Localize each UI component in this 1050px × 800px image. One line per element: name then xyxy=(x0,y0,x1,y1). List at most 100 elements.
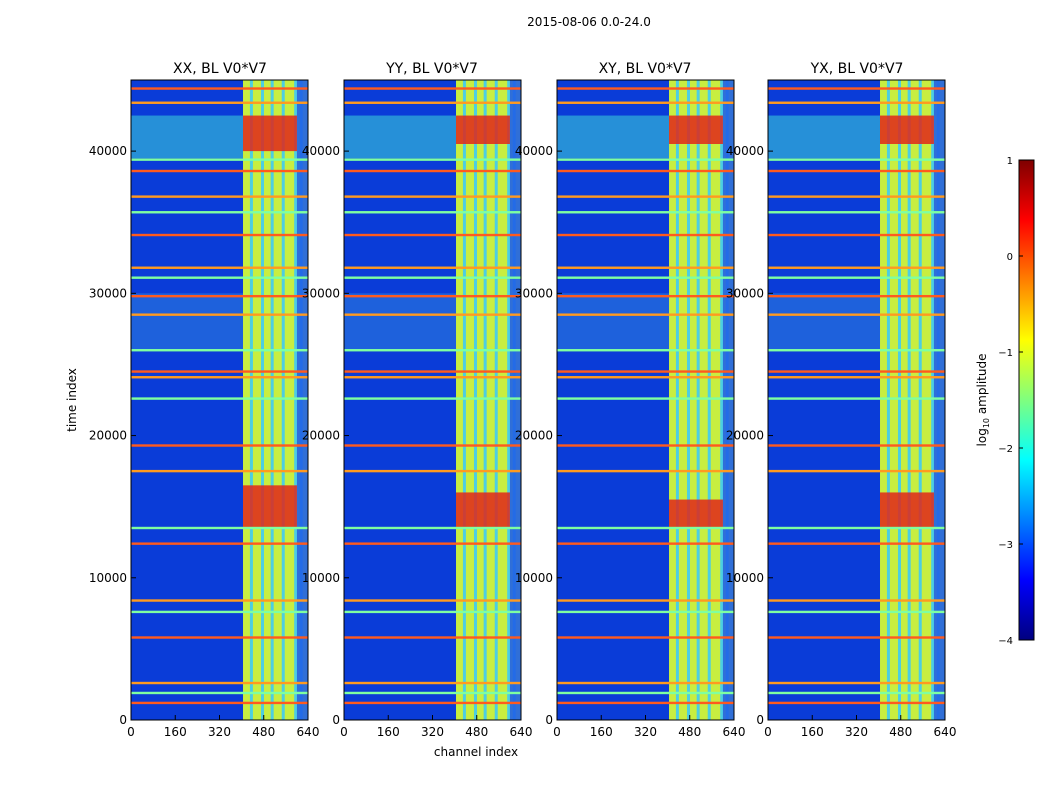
panel-title: YY, BL V0*V7 xyxy=(385,61,478,77)
heatmap-stripe xyxy=(462,80,466,720)
heatmap-hotspot xyxy=(243,485,297,528)
heatmap-line xyxy=(768,376,945,379)
heatmap-line xyxy=(768,195,945,198)
heatmap-line xyxy=(557,101,734,104)
colorbar-tick-label: −1 xyxy=(998,348,1013,359)
heatmap-line xyxy=(131,681,308,685)
heatmap-line xyxy=(768,276,945,279)
heatmap-line xyxy=(344,313,521,316)
heatmap-line xyxy=(768,370,945,373)
heatmap-texture xyxy=(768,293,881,351)
heatmap-line xyxy=(344,233,521,237)
heatmap-line xyxy=(557,681,734,685)
heatmap-stripe xyxy=(720,80,724,720)
heatmap-line xyxy=(557,599,734,602)
x-tick-label: 160 xyxy=(164,725,187,739)
x-tick-label: 320 xyxy=(845,725,868,739)
heatmap-stripe xyxy=(494,80,498,720)
heatmap-line xyxy=(768,313,945,316)
y-tick-label: 30000 xyxy=(302,286,340,300)
y-tick-label: 40000 xyxy=(515,144,553,158)
heatmap-hotspot xyxy=(243,115,297,152)
x-tick-label: 640 xyxy=(297,725,320,739)
heatmap-line xyxy=(344,349,521,352)
heatmap-line xyxy=(131,610,308,614)
heatmap-hotspot xyxy=(880,492,934,528)
heatmap-line xyxy=(344,542,521,545)
y-tick-label: 0 xyxy=(545,713,553,727)
heatmap-line xyxy=(131,195,308,198)
colorbar-tick-label: −4 xyxy=(998,636,1013,647)
heatmap-line xyxy=(344,276,521,279)
x-tick-label: 640 xyxy=(723,725,746,739)
heatmap-line xyxy=(344,691,521,695)
heatmap-line xyxy=(768,233,945,237)
colorbar-tick-label: 0 xyxy=(1007,252,1013,263)
heatmap-stripe xyxy=(294,80,298,720)
heatmap-line xyxy=(131,469,308,473)
heatmap-line xyxy=(768,349,945,352)
heatmap-line xyxy=(344,266,521,269)
heatmap-line xyxy=(344,636,521,639)
heatmap-hotspot xyxy=(880,115,934,144)
x-tick-label: 0 xyxy=(553,725,561,739)
heatmap-edge xyxy=(509,80,521,720)
colorbar-tick-label: 1 xyxy=(1007,156,1013,167)
heatmap-hotspot xyxy=(669,499,723,528)
heatmap-line xyxy=(131,87,308,90)
heatmap-stripe xyxy=(260,80,264,720)
heatmap-line xyxy=(768,169,945,173)
heatmap-edge xyxy=(933,80,945,720)
heatmap-edge xyxy=(722,80,734,720)
heatmap-line xyxy=(557,397,734,400)
y-tick-label: 10000 xyxy=(89,571,127,585)
x-tick-label: 160 xyxy=(377,725,400,739)
colorbar-label: log10 amplitude xyxy=(975,354,991,447)
heatmap-line xyxy=(557,542,734,545)
heatmap-stripe xyxy=(483,80,487,720)
x-tick-label: 0 xyxy=(764,725,772,739)
heatmap-stripe xyxy=(886,80,890,720)
heatmap-line xyxy=(131,376,308,379)
heatmap-texture xyxy=(557,293,670,351)
x-axis-label: channel index xyxy=(434,745,518,759)
y-tick-label: 40000 xyxy=(89,144,127,158)
heatmap-line xyxy=(344,195,521,198)
heatmap-line xyxy=(131,599,308,602)
heatmap-line xyxy=(768,444,945,447)
colorbar-tick-label: −3 xyxy=(998,540,1013,551)
heatmap-line xyxy=(557,691,734,695)
heatmap-line xyxy=(557,266,734,269)
figure-suptitle: 2015-08-06 0.0-24.0 xyxy=(527,15,651,29)
heatmap-line xyxy=(344,101,521,104)
panel-4: YX, BL V0*V7 0 160 320 480 640 0 10000 20000 300… xyxy=(726,61,957,739)
heatmap-line xyxy=(557,294,734,298)
heatmap-line xyxy=(344,370,521,373)
panel-3: XY, BL V0*V7 0 160 320 480 640 0 10000 20000 300… xyxy=(515,61,746,739)
y-tick-label: 20000 xyxy=(515,429,553,443)
heatmap-line xyxy=(131,397,308,400)
heatmap-line xyxy=(768,397,945,400)
x-tick-label: 320 xyxy=(634,725,657,739)
heatmap-line xyxy=(131,370,308,373)
heatmap-texture xyxy=(131,115,244,159)
heatmap-stripe xyxy=(675,80,679,720)
heatmap-stripe xyxy=(281,80,285,720)
heatmap-line xyxy=(557,370,734,373)
heatmap-line xyxy=(344,158,521,161)
heatmap-line xyxy=(557,526,734,530)
panel-2: YY, BL V0*V7 0 160 320 480 640 0 10000 20000 300… xyxy=(302,61,533,739)
x-tick-label: 480 xyxy=(678,725,701,739)
heatmap-texture xyxy=(344,115,457,159)
heatmap-hotspot xyxy=(456,115,510,144)
x-tick-label: 160 xyxy=(590,725,613,739)
x-tick-label: 480 xyxy=(465,725,488,739)
x-tick-label: 640 xyxy=(934,725,957,739)
y-tick-label: 40000 xyxy=(726,144,764,158)
y-tick-label: 0 xyxy=(119,713,127,727)
heatmap-line xyxy=(768,691,945,695)
heatmap-line xyxy=(768,211,945,214)
heatmap-line xyxy=(131,526,308,530)
heatmap-hotspot xyxy=(669,115,723,144)
heatmap-line xyxy=(768,636,945,639)
